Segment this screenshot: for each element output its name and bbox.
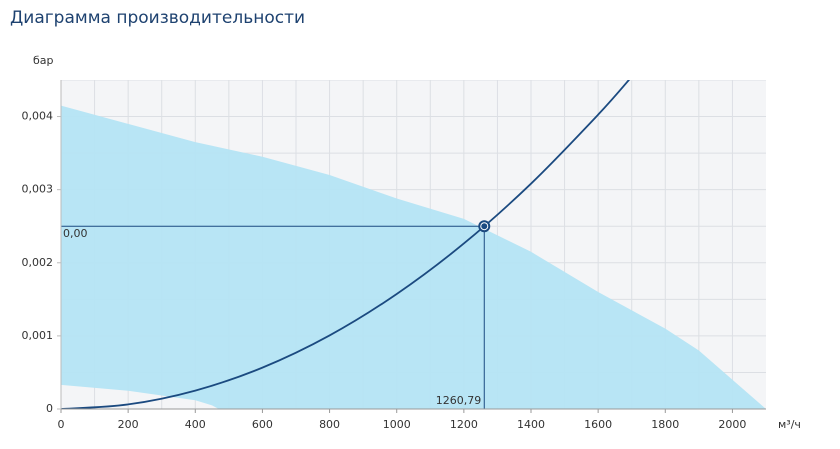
x-tick-label: 200 xyxy=(118,418,139,431)
operating-x-label: 1260,79 xyxy=(436,394,482,407)
x-tick-label: 800 xyxy=(319,418,340,431)
y-tick-label: 0,003 xyxy=(22,183,54,196)
y-axis-label: бар xyxy=(33,54,54,67)
x-axis-label: м³/ч xyxy=(778,418,801,431)
performance-area xyxy=(61,105,766,409)
x-tick-label: 1200 xyxy=(450,418,478,431)
x-tick-label: 1400 xyxy=(517,418,545,431)
x-tick-label: 400 xyxy=(185,418,206,431)
system-curve xyxy=(61,80,631,409)
y-tick-label: 0,002 xyxy=(22,256,54,269)
x-tick-label: 600 xyxy=(252,418,273,431)
x-tick-label: 1000 xyxy=(383,418,411,431)
operating-point-core xyxy=(481,223,488,230)
x-tick-label: 1800 xyxy=(651,418,679,431)
y-tick-label: 0,001 xyxy=(22,329,54,342)
x-tick-label: 2000 xyxy=(718,418,746,431)
operating-y-label: 0,00 xyxy=(63,227,88,240)
chart-title: Диаграмма производительности xyxy=(10,8,305,28)
y-tick-label: 0 xyxy=(46,402,53,415)
x-tick-label: 1600 xyxy=(584,418,612,431)
plot-area xyxy=(61,80,766,409)
y-tick-label: 0,004 xyxy=(22,110,54,123)
x-tick-label: 0 xyxy=(58,418,65,431)
